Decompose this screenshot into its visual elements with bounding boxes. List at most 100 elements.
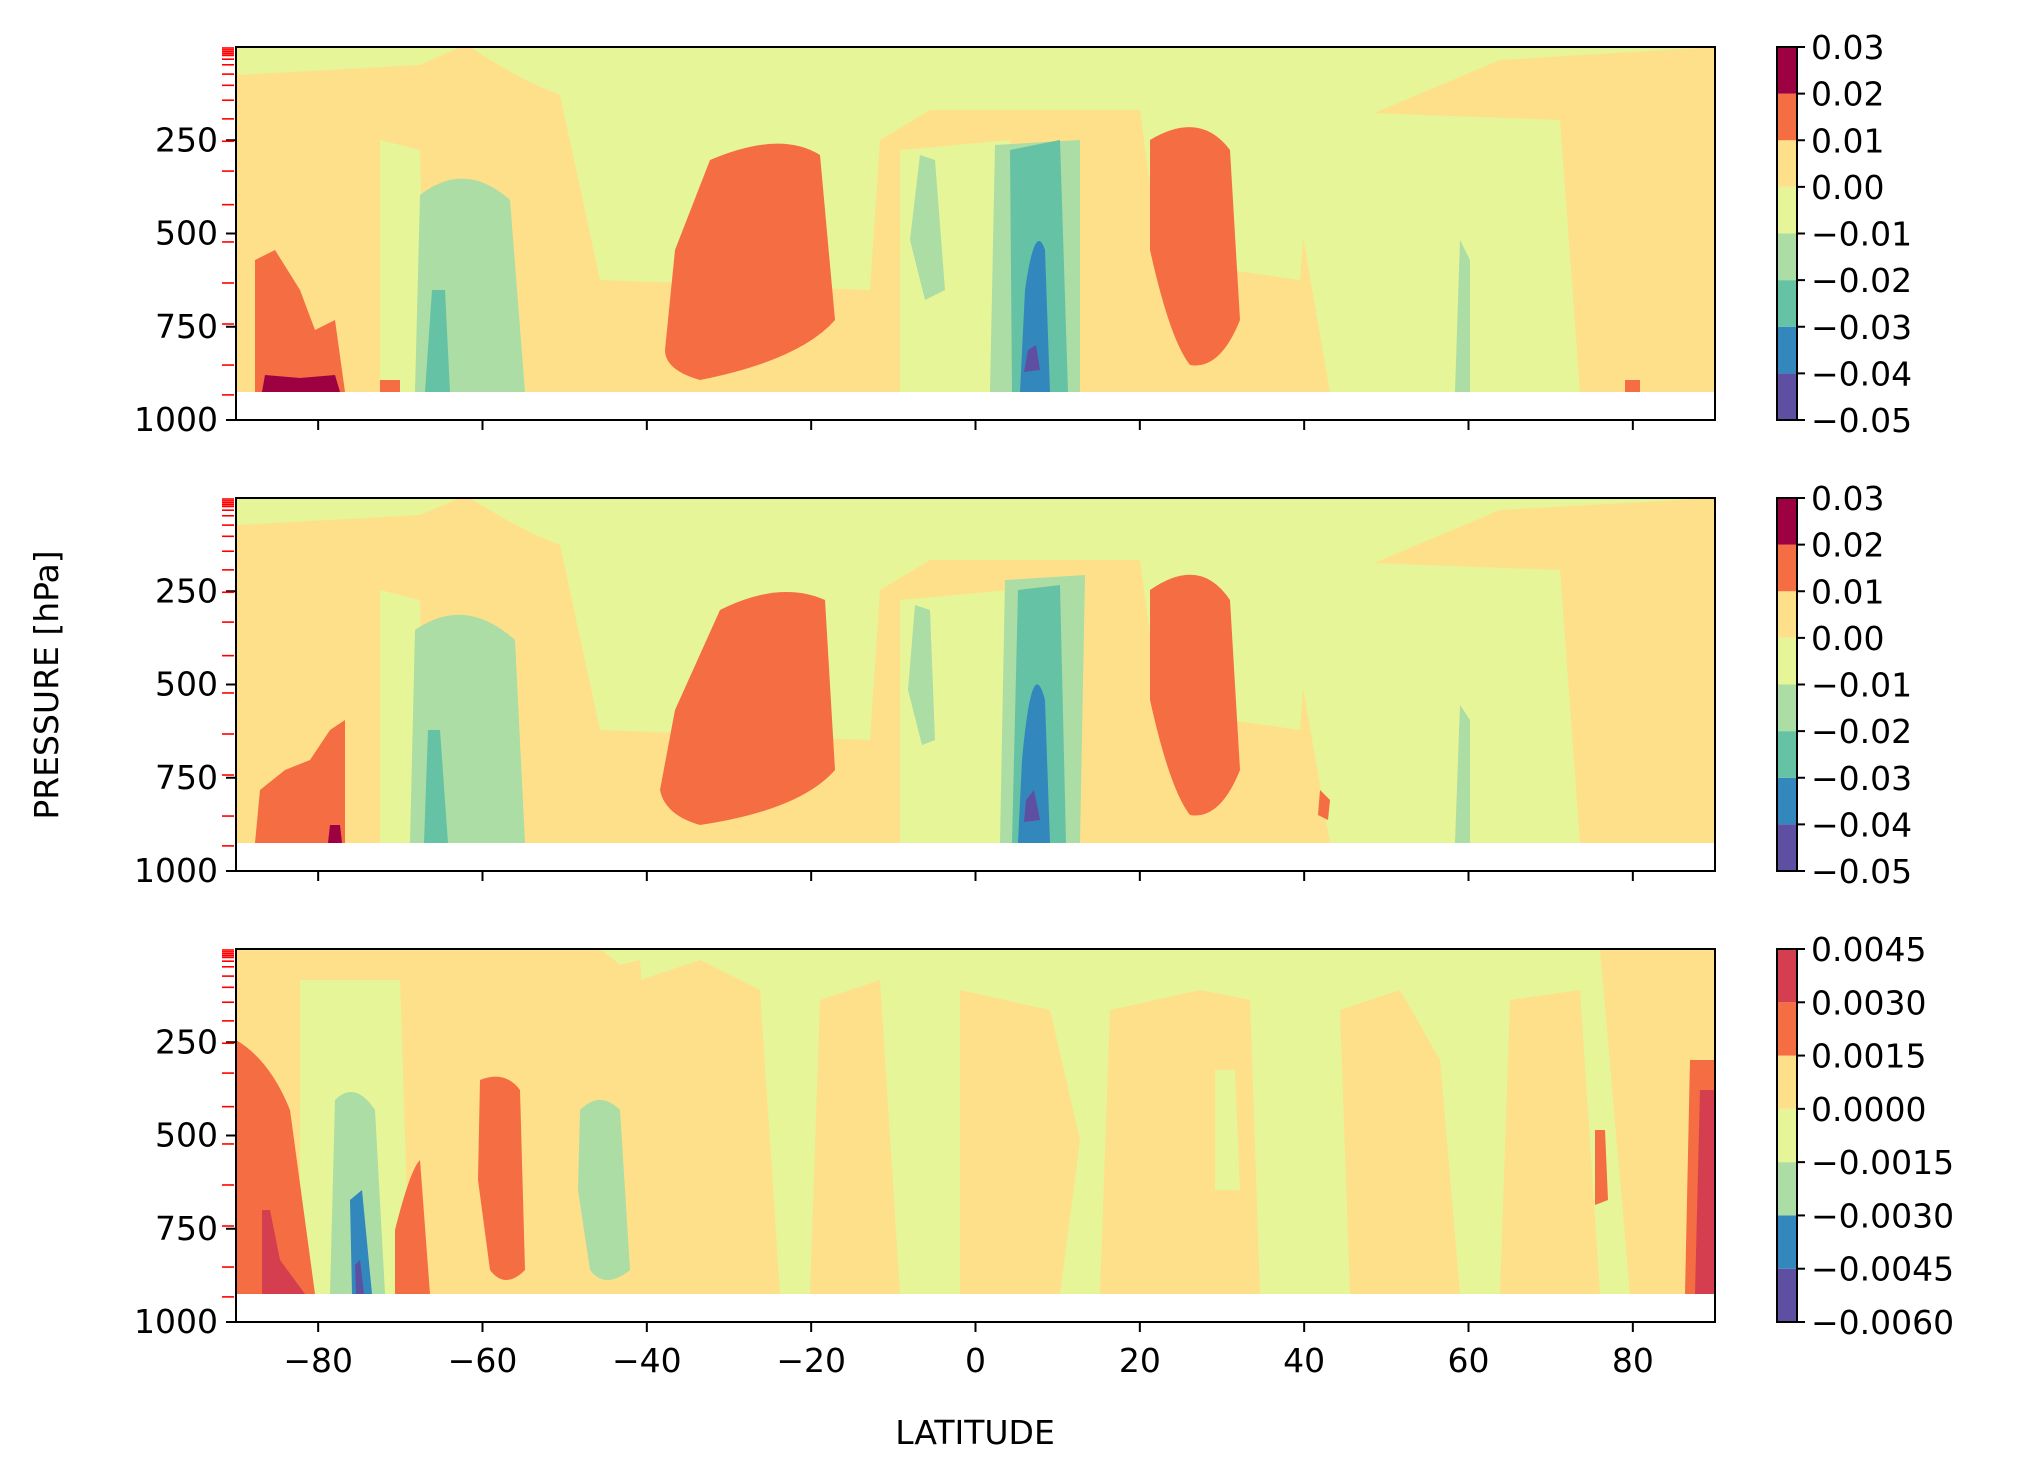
contour-field [236,498,1715,871]
contour-fill [236,498,1715,740]
y-tick-label: 250 [155,120,218,159]
y-tick-label: 250 [155,571,218,610]
y-tick-label: 750 [155,1209,218,1248]
contour-mask [236,1294,1715,1322]
colorbar-tick-label: −0.05 [1811,852,1912,891]
colorbar: −0.0060 −0.0045 −0.0030 −0.0015 0.0000 0.0015… [1776,930,1954,1342]
colorbar-tick-label: −0.04 [1811,805,1912,844]
colorbar-bin [1777,326,1797,374]
colorbar-tick-label: −0.04 [1811,354,1912,393]
contour-fill [236,498,460,525]
colorbar-bin [1777,949,1797,1003]
colorbar-bin [1777,93,1797,141]
colorbar-bin [1777,1268,1797,1322]
contour-fill [810,980,900,1294]
colorbar-tick-label: −0.03 [1811,759,1912,798]
colorbar-tick-label: 0.0045 [1811,930,1926,969]
contour-fill [1290,110,1580,392]
colorbar-tick-label: 0.02 [1811,75,1884,114]
contour-fill [380,140,425,392]
contour-fill [236,1040,315,1294]
contour-fill [578,1100,630,1280]
y-axis-label: PRESSURE [hPa] [27,550,66,819]
contour-fill [478,1076,525,1280]
y-tick-label: 1000 [134,851,218,890]
colorbar-tick-label: −0.02 [1811,261,1912,300]
contour-fill [1455,240,1470,392]
contour-fill [1455,705,1470,843]
x-tick-label: −60 [448,1341,518,1380]
colorbar-bin [1777,684,1797,732]
colorbar-tick-label: 0.01 [1811,121,1884,160]
colorbar-tick-label: 0.0015 [1811,1037,1926,1076]
contour-fill [1215,1070,1240,1190]
colorbar-bin [1777,544,1797,592]
contour-fill [395,1160,430,1294]
colorbar-bin [1777,373,1797,420]
contour-fill [1150,574,1240,816]
x-tick-label: 0 [965,1341,986,1380]
colorbar: −0.05 −0.04 −0.03 −0.02 −0.01 0.00 0.01 0.02 0.0… [1776,479,1912,891]
x-tick-label: 20 [1119,1341,1161,1380]
colorbar-tick-label: 0.02 [1811,526,1884,565]
contour-fill [330,1092,385,1294]
x-tick-label: 80 [1612,1341,1654,1380]
y-tick-label: 1000 [134,400,218,439]
colorbar-tick-label: 0.03 [1811,28,1884,67]
colorbar-tick-label: −0.05 [1811,401,1912,440]
colorbar-bin [1777,1215,1797,1269]
colorbar-tick-label: −0.0030 [1811,1196,1954,1235]
colorbar-tick-label: −0.0015 [1811,1143,1954,1182]
contour-fill [1695,1090,1715,1294]
contour-fill [1340,990,1460,1294]
contour-fill [910,155,945,300]
colorbar-tick-label: −0.03 [1811,308,1912,347]
panel-middle: 250 500 750 1000 −0.05 −0.04 −0.03 −0.02 −0.01 0… [134,479,1912,891]
contour-fill [908,605,935,745]
contour-field [236,47,1715,420]
colorbar-bin [1777,1108,1797,1163]
colorbar-frame [1776,948,1798,1323]
contour-fill [236,47,460,75]
contour-fill [236,47,1715,290]
y-tick-label: 250 [155,1022,218,1061]
x-tick-label: 40 [1283,1341,1325,1380]
colorbar-bin [1777,233,1797,281]
colorbar-tick-label: 0.0030 [1811,983,1926,1022]
contour-fill [425,290,450,392]
contour-fill [380,380,400,392]
colorbar-bin [1777,777,1797,825]
contour-fill [1595,1130,1608,1205]
contour-fill [262,375,340,392]
contour-fill [255,250,345,392]
x-tick-label: −40 [612,1341,682,1380]
colorbar-bin [1777,1002,1797,1056]
contour-fill [424,730,448,843]
colorbar-bin [1777,280,1797,327]
panel-top: 250 500 750 1000 −0.05 −0.04 −0.03 −0.02 −0.01 0… [134,28,1912,440]
colorbar-bin [1777,47,1797,94]
colorbar-tick-label: 0.01 [1811,572,1884,611]
colorbar-bin [1777,731,1797,778]
colorbar-tick-label: −0.0060 [1811,1303,1954,1342]
y-tick-label: 750 [155,307,218,346]
colorbar-tick-label: −0.01 [1811,215,1912,254]
y-tick-label: 500 [155,1116,218,1155]
colorbar: −0.05 −0.04 −0.03 −0.02 −0.01 0.00 0.01 0.02 0.0… [1776,28,1912,440]
colorbar-bin [1777,1055,1797,1109]
contour-fill [1150,127,1240,366]
contour-fill [255,720,345,843]
contour-fill [1500,990,1600,1294]
colorbar-bin [1777,637,1797,685]
contour-fill [665,143,835,380]
y-tick-label: 1000 [134,1302,218,1341]
colorbar-bin [1777,498,1797,545]
contour-fill [660,592,835,825]
contour-fill [1290,560,1580,843]
contour-mask [236,392,1715,420]
colorbar-tick-label: −0.0045 [1811,1250,1954,1289]
contour-fill [1625,380,1640,392]
colorbar-bin [1777,591,1797,638]
colorbar-bin [1777,824,1797,871]
